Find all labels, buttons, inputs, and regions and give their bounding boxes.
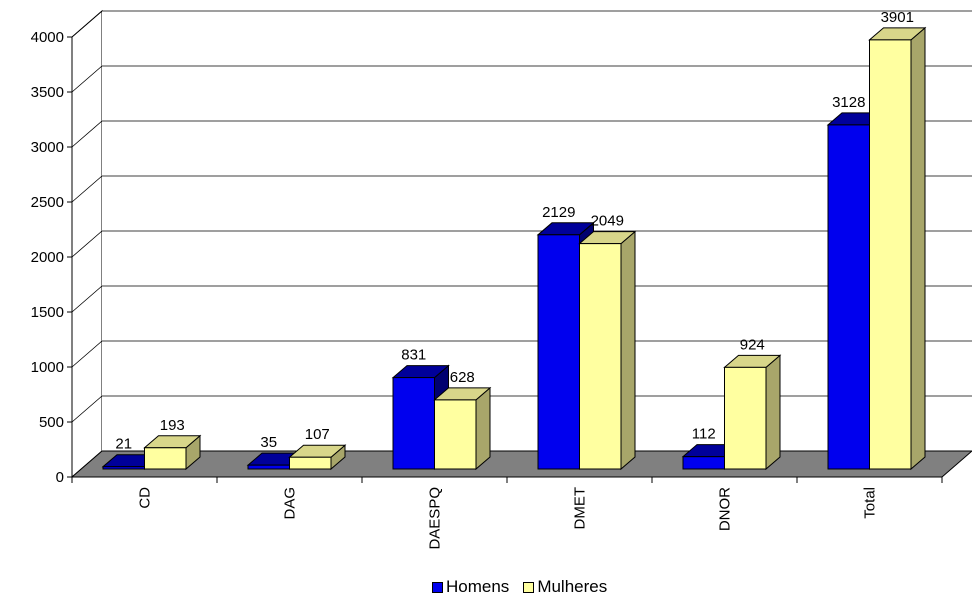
bar-front [392, 377, 435, 470]
category-label-cd: CD [137, 487, 154, 509]
bar-mulheres-dnor [723, 354, 782, 471]
category-label-daespq: DAESPQ [427, 487, 444, 550]
data-label-mulheres-daespq: 628 [450, 369, 475, 386]
y-tick-label: 0 [56, 469, 64, 486]
data-label-mulheres-dnor: 924 [740, 336, 765, 353]
bar-front [724, 366, 767, 470]
gridlines [71, 10, 972, 423]
bar-front [537, 234, 580, 470]
category-label-dnor: DNOR [717, 487, 734, 531]
bars [101, 26, 927, 471]
bar-mulheres-dmet [578, 230, 637, 471]
data-label-homens-cd: 21 [115, 436, 132, 453]
bar-mulheres-daespq [433, 386, 492, 471]
legend-swatch-homens [432, 581, 443, 593]
bar-side [620, 230, 636, 471]
data-label-homens-dag: 35 [260, 434, 277, 451]
bar-front [289, 456, 332, 470]
bar-side [475, 386, 491, 471]
data-label-homens-dmet: 2129 [542, 204, 575, 221]
y-tick-label: 3000 [31, 139, 64, 156]
legend-label-homens: Homens [446, 577, 510, 596]
legend-item-mulheres: Mulheres [523, 577, 607, 597]
y-tick-label: 2000 [31, 249, 64, 266]
bar-front [102, 466, 145, 470]
data-label-mulheres-cd: 193 [160, 417, 185, 434]
bar-front [869, 39, 912, 470]
data-label-mulheres-dag: 107 [305, 426, 330, 443]
legend-item-homens: Homens [432, 577, 509, 597]
gridline [71, 65, 972, 93]
y-tick-label: 1000 [31, 359, 64, 376]
data-label-mulheres-dmet: 2049 [591, 213, 624, 230]
data-label-homens-total: 3128 [832, 94, 865, 111]
axes: 0 500 1000 1500 2000 2500 3000 3500 4000 [31, 29, 943, 486]
y-tick-label: 1500 [31, 304, 64, 321]
y-tick-label: 500 [39, 414, 64, 431]
bar-front [434, 399, 477, 470]
gridline [71, 395, 972, 423]
legend: Homens Mulheres [432, 576, 607, 598]
bar-mulheres-dag [288, 444, 347, 471]
legend-swatch-mulheres [523, 581, 535, 593]
bar-front [247, 464, 290, 470]
category-label-total: Total [862, 487, 879, 519]
category-labels: CD DAG DAESPQ DMET DNOR Total [137, 487, 879, 550]
gridline [71, 10, 972, 38]
y-tick-label: 4000 [31, 29, 64, 46]
bar-front [682, 456, 725, 470]
legend-label-mulheres: Mulheres [537, 577, 608, 596]
bar-mulheres-total [868, 26, 927, 471]
bar-side [910, 26, 926, 471]
data-labels: 21 193 35 107 831 628 2129 2049 112 924 3128 3901 [115, 9, 914, 453]
gridline [71, 175, 972, 203]
category-label-dag: DAG [282, 487, 299, 520]
bar-front [144, 447, 187, 470]
gridline [71, 120, 972, 148]
data-label-homens-daespq: 831 [401, 347, 426, 364]
bar-front [827, 124, 870, 470]
bar-side [765, 354, 781, 471]
bar-mulheres-cd [143, 434, 202, 471]
gridline [71, 230, 972, 258]
y-tick-label: 3500 [31, 84, 64, 101]
bar-front [579, 243, 622, 470]
data-label-mulheres-total: 3901 [881, 9, 914, 26]
category-label-dmet: DMET [572, 487, 589, 530]
gridline [71, 285, 972, 313]
gridline [71, 340, 972, 368]
data-label-homens-dnor: 112 [692, 426, 716, 443]
y-tick-label: 2500 [31, 194, 64, 211]
